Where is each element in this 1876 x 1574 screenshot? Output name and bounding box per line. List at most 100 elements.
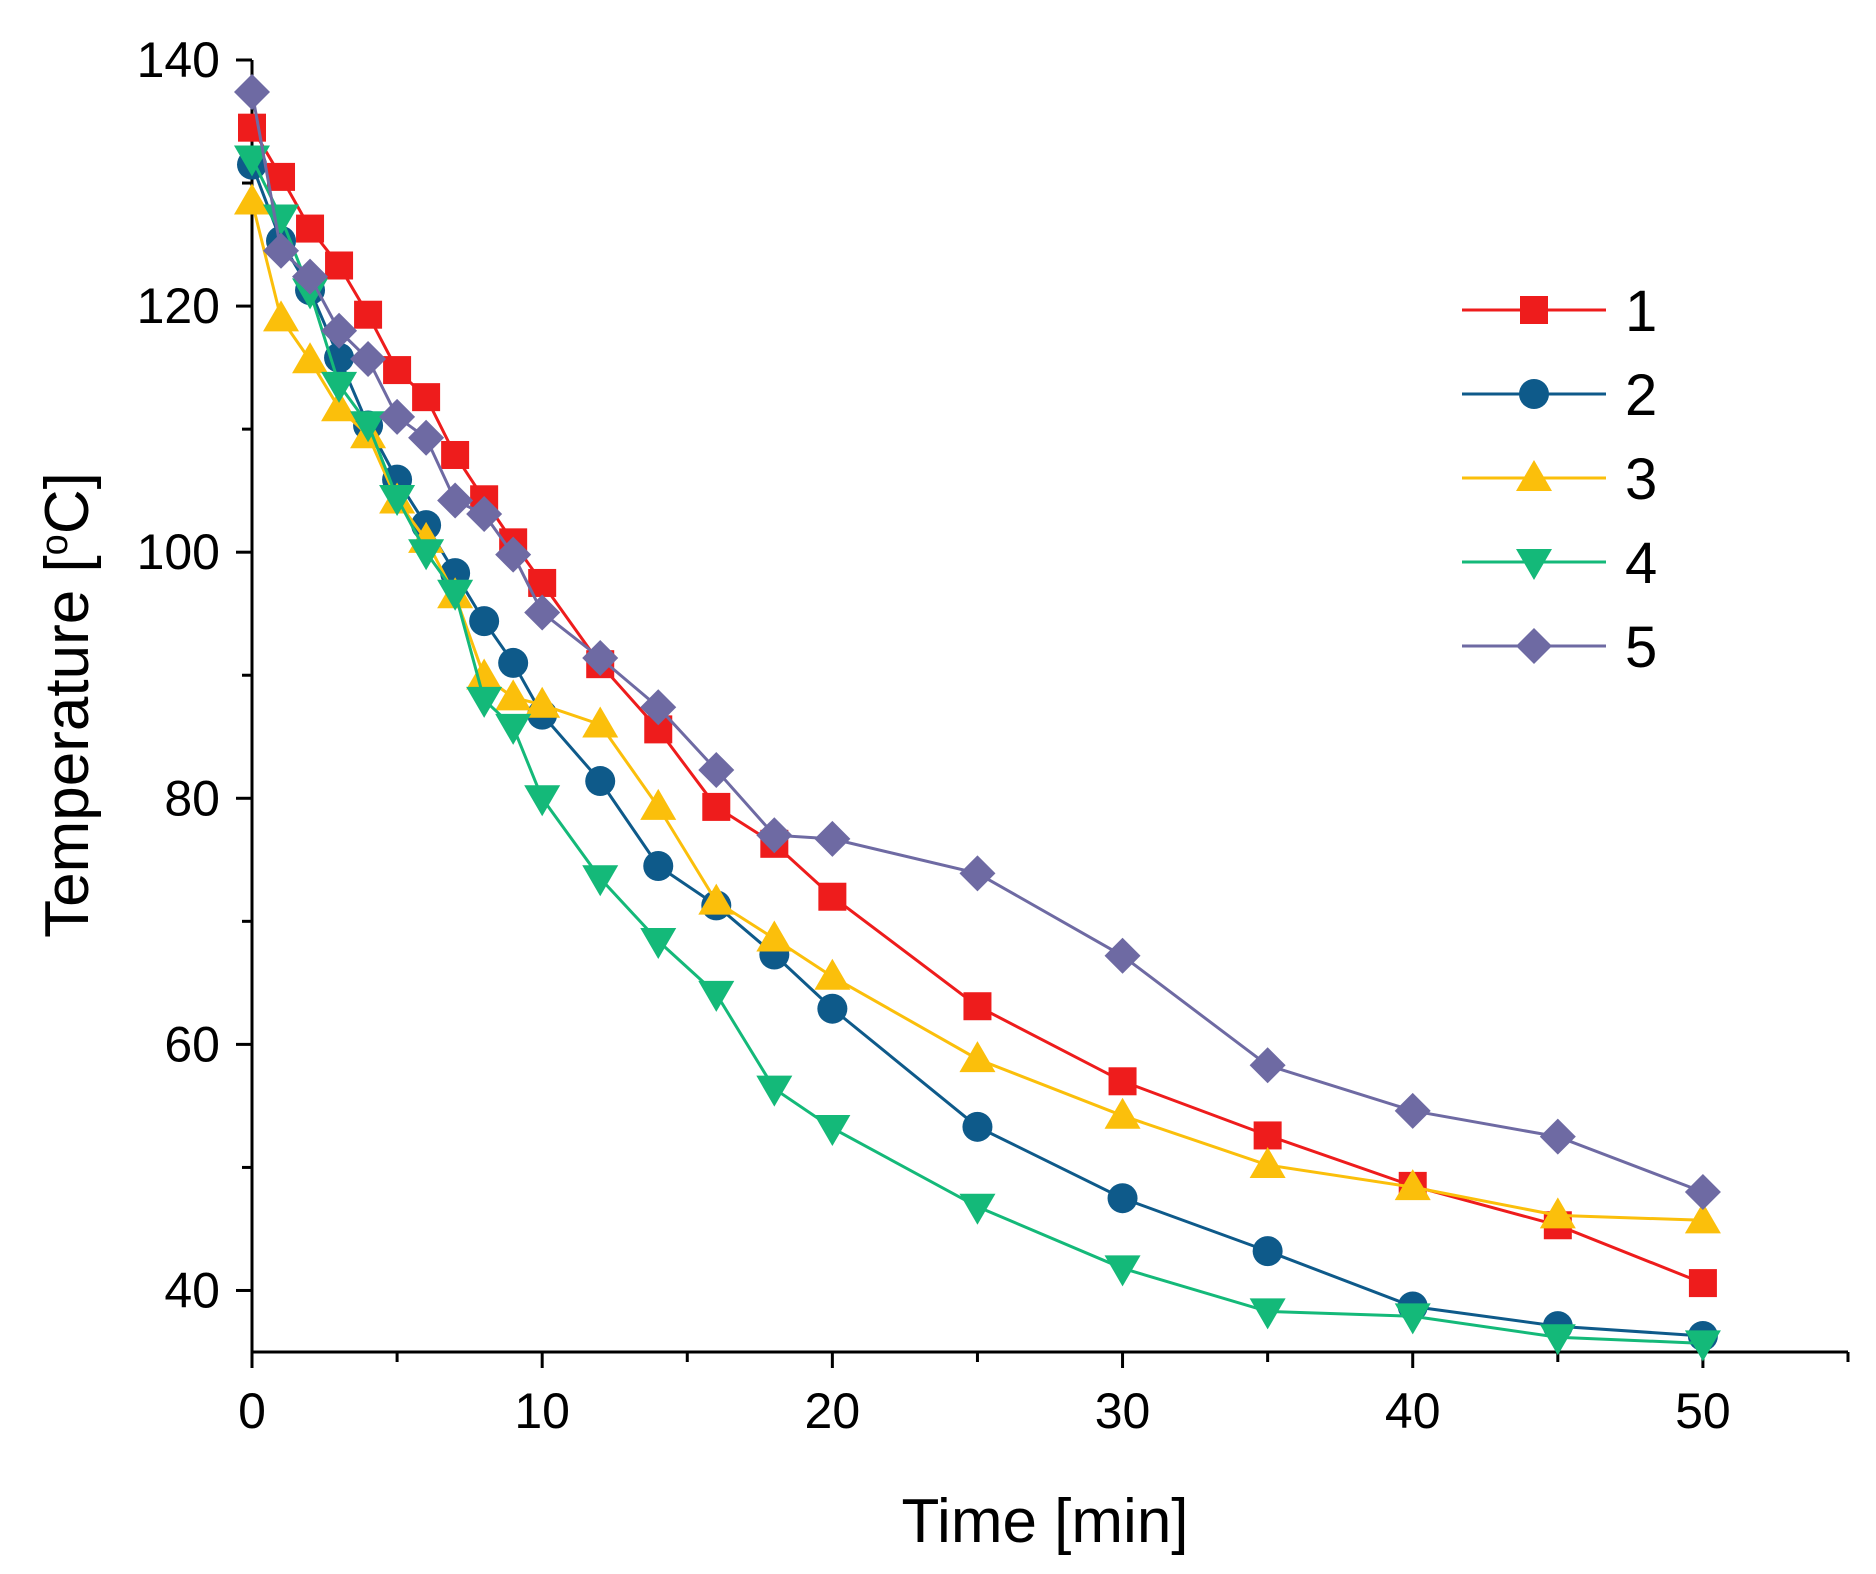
series-2-point [469, 606, 500, 637]
series-5-point [1104, 937, 1141, 974]
series-5-point [1249, 1047, 1286, 1084]
series-5-point [408, 419, 445, 456]
series-3 [234, 183, 1721, 1234]
series-3-point [524, 686, 561, 718]
series-3-line [250, 201, 1703, 1222]
series-1-point [1108, 1067, 1137, 1096]
series-2-point [1107, 1183, 1138, 1214]
legend-label: 3 [1625, 447, 1657, 512]
legend: 1 2 3 4 5 [1462, 279, 1657, 680]
series-2 [237, 149, 1718, 1352]
series-3-point [959, 1041, 996, 1073]
series-3-point [640, 788, 677, 820]
series-4-point [814, 1115, 851, 1147]
legend-swatch-marker [1516, 460, 1552, 491]
series-5-point [466, 496, 503, 533]
legend-swatch-marker [1516, 549, 1552, 580]
series-5-point [959, 855, 996, 892]
series-5-point [524, 594, 561, 631]
series-5-point [1394, 1092, 1431, 1129]
series-4-point [234, 145, 270, 177]
series-5-point [698, 751, 735, 788]
series-5-line [250, 91, 1704, 1194]
x-tick-label: 30 [1095, 1383, 1151, 1439]
series-1-point [818, 882, 847, 911]
series-5-point [582, 640, 619, 677]
series-5-point [263, 232, 300, 269]
series-4-point [640, 928, 677, 960]
series-5-point [495, 536, 532, 573]
series-5-point [1684, 1174, 1721, 1211]
series-5-point [640, 689, 677, 726]
series-4-point [379, 485, 416, 517]
series-4-point [408, 539, 445, 571]
series-2-point [817, 993, 848, 1024]
y-axis-title-main: Temperature [ [33, 555, 102, 938]
y-tick-label: 80 [164, 770, 220, 826]
series-4-point [756, 1075, 793, 1107]
series-3-point [1394, 1169, 1431, 1201]
legend-item-5: 5 [1462, 615, 1657, 680]
series-3-point [1539, 1197, 1576, 1229]
axes: 0 10 20 30 40 50 40 60 80 100 120 140 [137, 32, 1850, 1439]
series-1-point [963, 992, 992, 1021]
x-tick-label: 10 [514, 1383, 570, 1439]
x-tick-label: 20 [805, 1383, 861, 1439]
series-4-point [582, 865, 619, 897]
series-4-point [959, 1193, 996, 1225]
series-2-point [1252, 1236, 1283, 1267]
series-2-point [643, 850, 674, 881]
series-3-point [756, 920, 793, 952]
series-4-point [350, 411, 387, 443]
series-1-point [412, 383, 441, 412]
legend-label: 4 [1625, 531, 1657, 596]
series-4-point [1539, 1324, 1576, 1356]
x-tick-label: 50 [1675, 1383, 1731, 1439]
series-4-point [1249, 1298, 1286, 1330]
series-4-point [698, 980, 735, 1012]
series-1-point [702, 792, 731, 821]
series-4-point [524, 785, 561, 817]
series-5 [234, 73, 1721, 1211]
series-3-point [1104, 1097, 1141, 1129]
series-4-point [466, 686, 503, 718]
series-1-point [1688, 1269, 1717, 1298]
y-axis-title: Temperature [oC] [33, 472, 102, 938]
y-axis-title-degree-sup: o [34, 534, 76, 555]
series-1-line [250, 126, 1704, 1285]
series-3-point [466, 658, 503, 690]
series-1-point [267, 162, 296, 191]
series-2-line [250, 164, 1704, 1338]
series-4-line [250, 157, 1703, 1345]
legend-label: 5 [1625, 615, 1657, 680]
y-tick-label: 60 [164, 1016, 220, 1072]
series-3-point [292, 342, 329, 374]
series-3-point [1249, 1146, 1286, 1178]
y-tick-label: 100 [137, 524, 220, 580]
series-5-point [814, 820, 851, 857]
series-4-point [495, 713, 532, 745]
series-4-point [1104, 1255, 1141, 1287]
legend-swatch-marker [1516, 628, 1552, 664]
series-1-point [383, 356, 412, 385]
series-4-point [321, 371, 358, 403]
series-2-point [498, 647, 529, 678]
legend-swatch-marker [1520, 296, 1548, 324]
series-4 [234, 145, 1721, 1362]
series-5-point [350, 341, 387, 378]
series-4-point [1684, 1330, 1721, 1362]
series-2-point [962, 1111, 993, 1142]
series-4-point [263, 204, 300, 236]
y-tick-label: 120 [137, 278, 220, 334]
legend-item-1: 1 [1462, 279, 1657, 344]
series-2-point [585, 766, 616, 797]
series-3-point [698, 883, 735, 915]
y-axis-title-unit: C] [33, 472, 102, 534]
series-3-point [1684, 1202, 1721, 1234]
legend-item-2: 2 [1462, 363, 1657, 428]
series-4-point [437, 579, 474, 611]
legend-item-3: 3 [1462, 447, 1657, 512]
series-1-point [354, 300, 383, 329]
